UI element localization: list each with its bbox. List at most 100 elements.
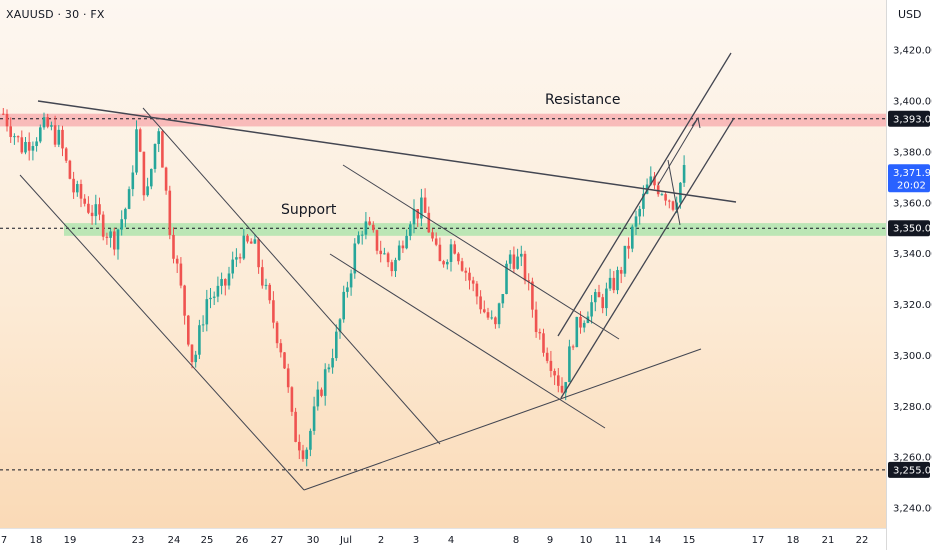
candle-body (72, 178, 75, 193)
candle-body (394, 259, 397, 272)
candle-body (464, 270, 468, 273)
current-price-label: 3,371.97 (893, 168, 932, 179)
projection-up (657, 117, 699, 186)
candle-body (131, 172, 135, 190)
candle-body (64, 148, 68, 161)
candle-body (490, 317, 493, 319)
candle-body (194, 354, 197, 363)
candle-body (668, 200, 671, 202)
candle-body (272, 300, 275, 323)
candle-body (457, 253, 460, 262)
candle-body (187, 315, 190, 345)
resistance-label: Resistance (545, 92, 620, 108)
price-ticks: 3,420.00 3,400.00 3,380.00 3,360.00 3,340.00… (893, 46, 932, 515)
time-tick-label: 3 (413, 535, 419, 546)
candle-body (438, 244, 442, 262)
candle-body (27, 141, 31, 151)
candle-body (146, 186, 149, 196)
price-tick-label: 3,400.00 (893, 97, 932, 108)
candle-body (538, 332, 542, 334)
candle-body (446, 261, 449, 265)
candle-body (342, 291, 345, 320)
horizontal-lines (0, 118, 886, 471)
candle-body (642, 193, 645, 209)
candle-body (46, 117, 49, 127)
time-tick-label: 8 (513, 535, 519, 546)
candle-body (616, 270, 619, 291)
candle-body (460, 261, 464, 271)
candle-body (656, 185, 660, 195)
candle-body (494, 317, 497, 325)
candle-body (294, 411, 297, 442)
candle-body (113, 231, 116, 250)
candle-body (486, 312, 490, 318)
candle-body (553, 370, 556, 376)
currency-label: USD (898, 8, 922, 21)
time-tick-label: 18 (30, 535, 43, 546)
price-tick-label: 3,300.00 (893, 351, 932, 362)
candle-body (560, 385, 564, 393)
candle-body (360, 234, 364, 236)
candle-body (531, 281, 534, 310)
candles (2, 108, 686, 467)
candle-body (50, 125, 53, 127)
plot-area[interactable] (0, 0, 886, 550)
candle-body (638, 208, 641, 217)
candle-body (79, 184, 83, 199)
candle-body (397, 245, 401, 260)
candle-body (61, 129, 64, 149)
candle-body (98, 204, 101, 215)
candle-body (2, 113, 5, 115)
candle-body (375, 230, 379, 251)
candle-body (164, 167, 168, 191)
resistance-zone (0, 113, 886, 127)
time-tick-label: 23 (132, 535, 145, 546)
candle-body (53, 125, 57, 145)
price-badges: 3,393.00 3,350.00 3,255.00 3,371.9720:02 (888, 110, 932, 478)
candle-body (290, 387, 294, 412)
price-tick-label: 3,280.00 (893, 402, 932, 413)
candle-body (557, 375, 560, 386)
price-tick-label: 3,420.00 (893, 46, 932, 57)
support-level-badge-label: 3,350.00 (893, 224, 932, 235)
annotations: Resistance Support (281, 92, 620, 218)
candle-body (475, 283, 479, 297)
candle-body (571, 346, 575, 348)
time-tick-label: 25 (201, 535, 214, 546)
support-level-badge (888, 220, 930, 237)
channel-b-lower (329, 253, 606, 429)
candle-body (346, 287, 349, 292)
candle-body (264, 284, 268, 286)
candle-body (9, 126, 12, 137)
time-axis[interactable] (0, 528, 886, 551)
candle-body (13, 136, 16, 138)
candle-body (312, 406, 316, 431)
candle-body (542, 333, 545, 353)
candle-body (471, 280, 475, 284)
candle-body (331, 358, 334, 368)
price-tick-label: 3,380.00 (893, 147, 932, 158)
candle-body (201, 324, 205, 326)
candle-body (87, 203, 90, 213)
candle-body (582, 322, 586, 328)
time-tick-label: 15 (683, 535, 696, 546)
candle-body (42, 117, 46, 128)
price-axis[interactable] (886, 0, 932, 550)
candle-body (238, 257, 242, 259)
time-tick-label: 17 (752, 535, 765, 546)
candle-body (142, 151, 146, 196)
candle-body (390, 262, 394, 272)
time-tick-label: 4 (448, 535, 454, 546)
candle-body (579, 316, 582, 328)
time-tick-label: 7 (1, 535, 7, 546)
candle-body (335, 331, 338, 359)
candle-body (401, 245, 405, 249)
candle-body (523, 253, 527, 281)
candle-body (283, 352, 286, 369)
candle-body (275, 322, 279, 344)
candle-body (520, 253, 523, 257)
candle-body (31, 146, 35, 151)
candle-body (83, 198, 86, 204)
time-tick-label: 10 (580, 535, 593, 546)
candle-body (94, 204, 98, 217)
